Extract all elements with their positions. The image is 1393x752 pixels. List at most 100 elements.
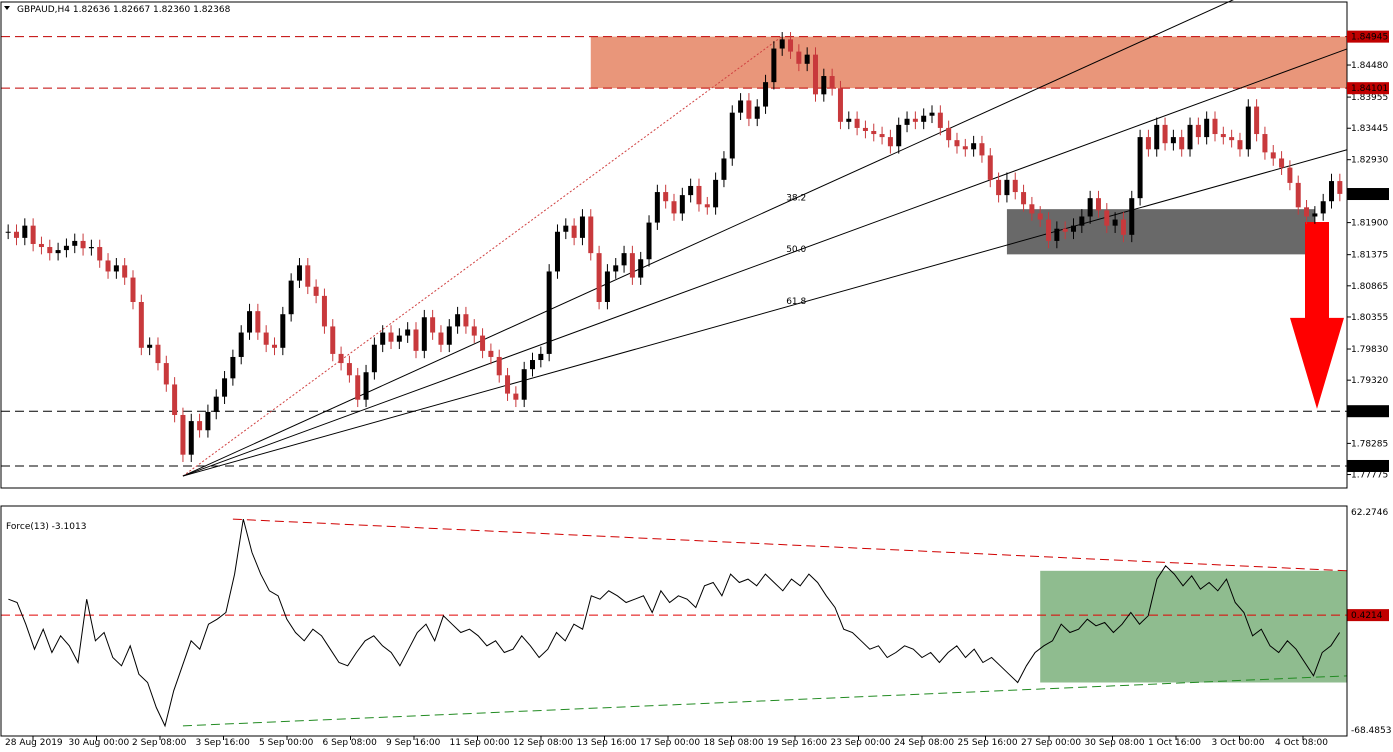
- candle: [130, 270, 136, 310]
- candle-body: [105, 260, 111, 272]
- candle-body: [1129, 198, 1135, 235]
- candle: [929, 105, 935, 124]
- candle-body: [163, 363, 169, 385]
- force-pane-frame: [0, 505, 1348, 737]
- candle: [1320, 193, 1326, 221]
- zones-layer: [590, 36, 1347, 255]
- candle-body: [388, 332, 394, 342]
- y-tick-label-3: 1.82930: [1351, 156, 1388, 166]
- force-zone: [1040, 570, 1347, 683]
- candle: [1170, 129, 1176, 151]
- candle-body: [1054, 228, 1060, 241]
- candle: [30, 218, 36, 252]
- candle: [513, 386, 519, 408]
- candle: [396, 328, 402, 350]
- candle-body: [346, 363, 352, 376]
- candle: [1104, 203, 1110, 233]
- candle-body: [696, 185, 702, 205]
- candle-body: [721, 158, 727, 180]
- x-tick-label-9: 13 Sep 16:00: [577, 738, 637, 748]
- candles-layer[interactable]: [5, 32, 1343, 463]
- candle-body: [996, 179, 1002, 196]
- x-tick-label-5: 6 Sep 08:00: [323, 738, 378, 748]
- candle: [1195, 117, 1201, 145]
- candle-body: [380, 332, 386, 345]
- candle: [862, 120, 868, 139]
- x-tick-label-2: 2 Sep 08:00: [132, 738, 187, 748]
- candle-body: [1329, 181, 1335, 202]
- candle-body: [1095, 198, 1101, 211]
- candle: [1312, 206, 1318, 224]
- price-tag-label-1: 1.84101: [1351, 84, 1388, 94]
- candle: [55, 242, 61, 261]
- candle-body: [579, 216, 585, 238]
- candle: [629, 245, 635, 285]
- candle: [455, 306, 461, 334]
- price-tag-label-2: 1.82368: [1351, 190, 1388, 200]
- candle-body: [30, 225, 36, 244]
- candle-body: [122, 265, 128, 278]
- candle: [471, 319, 477, 343]
- candle-body: [1287, 167, 1293, 183]
- force-line: [8, 518, 1341, 728]
- force-level-label: 0.4214: [1351, 611, 1383, 621]
- price-tag-label-3: 1.78812: [1351, 407, 1388, 417]
- x-tick-label-0: 28 Aug 2019: [5, 738, 63, 748]
- candle-body: [371, 344, 377, 373]
- candle-body: [1162, 124, 1168, 144]
- fib-fan-baseline: [182, 35, 783, 477]
- candle: [38, 236, 44, 255]
- candle-body: [829, 76, 835, 89]
- candle: [280, 306, 286, 356]
- candle: [446, 319, 452, 353]
- x-tick-label-20: 4 Oct 08:00: [1275, 738, 1328, 748]
- candle: [1120, 212, 1126, 243]
- candle: [921, 108, 927, 130]
- candle-body: [230, 356, 236, 379]
- candle-body: [604, 271, 610, 302]
- candle-body: [763, 82, 769, 107]
- candle-body: [513, 393, 519, 400]
- candle-body: [896, 124, 902, 147]
- x-tick-label-11: 18 Sep 08:00: [704, 738, 764, 748]
- price-tag-label-0: 1.84945: [1351, 33, 1388, 43]
- candle: [1329, 173, 1335, 209]
- x-tick-label-8: 12 Sep 08:00: [513, 738, 573, 748]
- y-tick-label-10: 1.78285: [1351, 439, 1388, 449]
- candle-body: [554, 231, 560, 272]
- candle-body: [255, 311, 261, 333]
- candle: [721, 151, 727, 188]
- candle-body: [1120, 219, 1126, 235]
- candle-body: [521, 369, 527, 400]
- candle: [263, 325, 269, 353]
- candle-body: [313, 286, 319, 296]
- candle-body: [238, 332, 244, 357]
- candle: [1087, 190, 1093, 224]
- candle-body: [305, 265, 311, 287]
- candle-body: [363, 372, 369, 400]
- candle-body: [1021, 192, 1027, 205]
- candle-body: [421, 317, 427, 351]
- candle: [330, 319, 336, 362]
- candle: [147, 337, 153, 356]
- candle: [421, 309, 427, 359]
- candle-body: [1170, 137, 1176, 144]
- candle-body: [654, 192, 660, 223]
- candle: [1212, 111, 1218, 142]
- candle-body: [155, 344, 161, 364]
- candle-body: [929, 112, 935, 116]
- price-tag-3: [1347, 405, 1389, 418]
- candle-body: [671, 201, 677, 214]
- candle: [5, 224, 11, 240]
- x-tick-label-6: 9 Sep 16:00: [386, 738, 441, 748]
- candle: [1262, 126, 1268, 160]
- candle: [837, 80, 843, 130]
- y-tick-label-1: 1.83955: [1351, 93, 1388, 103]
- candle-body: [1262, 134, 1268, 153]
- x-tick-label-12: 19 Sep 16:00: [767, 738, 827, 748]
- y-tick-label-7: 1.80355: [1351, 313, 1388, 323]
- candle: [688, 178, 694, 203]
- candle-body: [1229, 137, 1235, 141]
- candle-body: [1295, 182, 1301, 208]
